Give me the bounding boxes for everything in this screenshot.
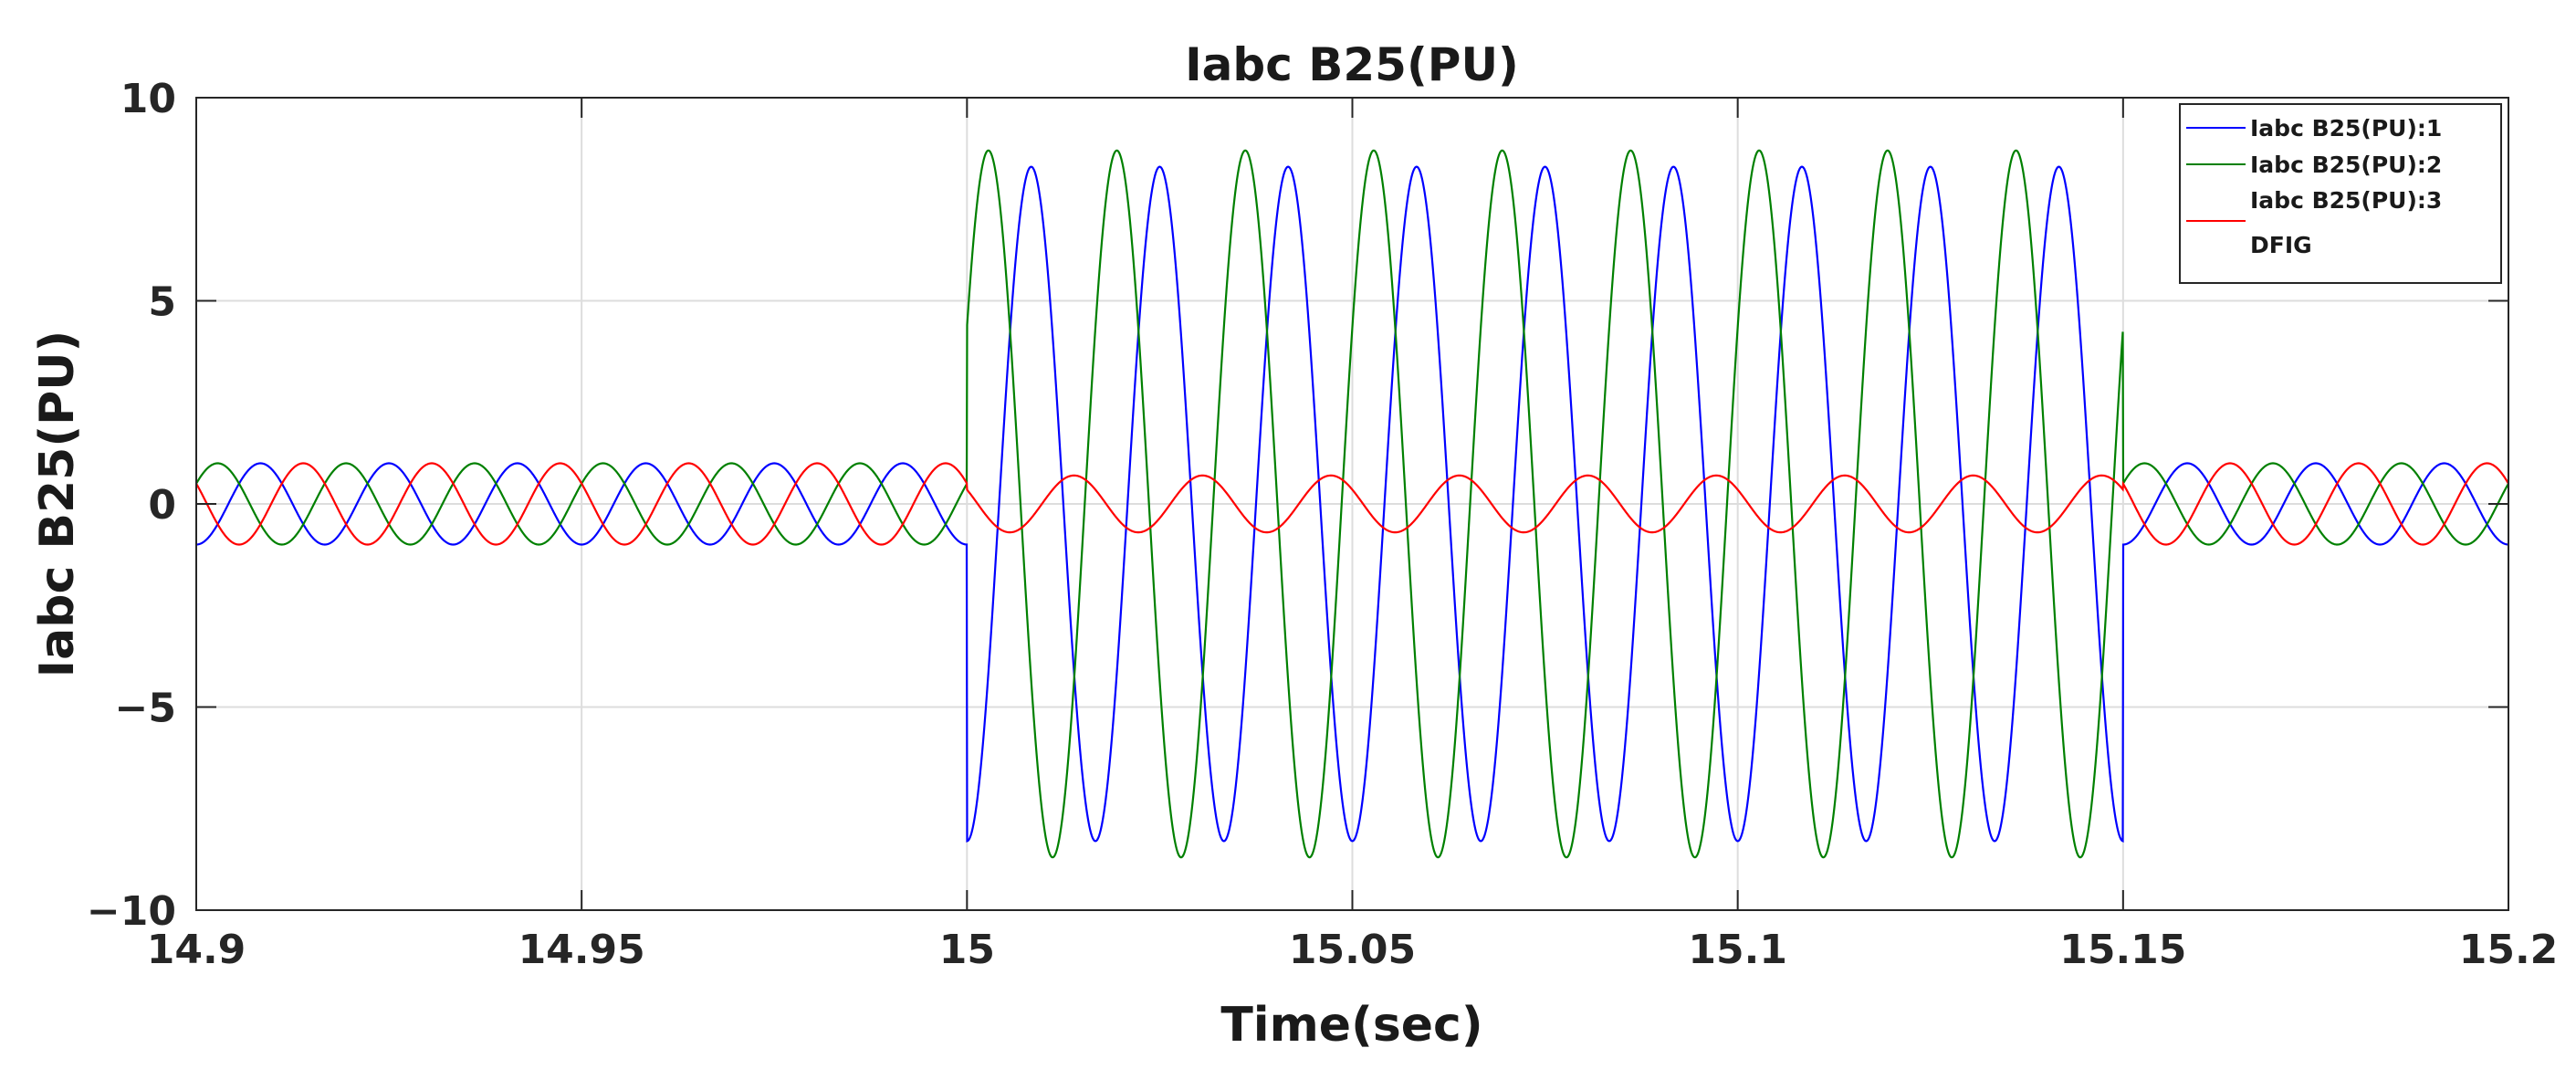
- series-line-3: [195, 462, 2509, 546]
- y-tick-label: −5: [115, 686, 176, 732]
- legend-label-3: Iabc B25(PU):3: [2250, 187, 2442, 214]
- ticks: 14.9 14.95 15 15.05 15.1 15.15 15.2 −10 −5 0 5 10: [87, 76, 2558, 973]
- y-tick-label: 5: [148, 279, 176, 326]
- y-tick-label: 0: [148, 482, 176, 529]
- chart-title: Iabc B25(PU): [1185, 38, 1519, 91]
- x-tick-label: 14.95: [518, 927, 645, 973]
- series-layer: [195, 149, 2509, 859]
- legend-label-2: Iabc B25(PU):2: [2250, 152, 2442, 178]
- x-tick-label: 15.1: [1688, 927, 1787, 973]
- x-tick-label: 15.2: [2459, 927, 2559, 973]
- x-tick-label: 14.9: [147, 927, 246, 973]
- legend: Iabc B25(PU):1 Iabc B25(PU):2 Iabc B25(P…: [2179, 103, 2502, 284]
- y-tick-label: −10: [87, 888, 176, 935]
- x-tick-label: 15.05: [1289, 927, 1416, 973]
- legend-extra-label: DFIG: [2250, 232, 2312, 258]
- y-tick-label: 10: [120, 76, 176, 122]
- y-axis-label: Iabc B25(PU): [30, 330, 85, 677]
- x-tick-label: 15: [939, 927, 995, 973]
- legend-label-1: Iabc B25(PU):1: [2250, 115, 2442, 141]
- x-axis-label: Time(sec): [1220, 998, 1482, 1053]
- legend-box: [2179, 103, 2502, 284]
- x-tick-label: 15.15: [2059, 927, 2186, 973]
- series-line-1: [195, 165, 2509, 843]
